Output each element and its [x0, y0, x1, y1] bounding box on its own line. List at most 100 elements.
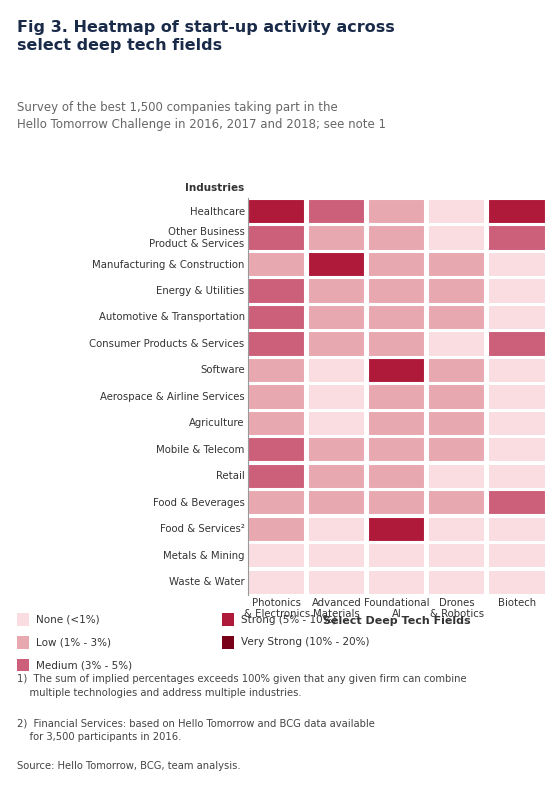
- Text: Waste & Water: Waste & Water: [169, 578, 245, 587]
- Text: Photonics
& Electronics: Photonics & Electronics: [244, 598, 310, 620]
- Text: Consumer Products & Services: Consumer Products & Services: [89, 339, 245, 349]
- Text: Industries: Industries: [185, 182, 245, 193]
- FancyBboxPatch shape: [428, 490, 486, 515]
- FancyBboxPatch shape: [488, 252, 546, 277]
- FancyBboxPatch shape: [248, 569, 305, 595]
- FancyBboxPatch shape: [308, 358, 365, 383]
- FancyBboxPatch shape: [308, 437, 365, 463]
- Text: Strong (5% - 10%): Strong (5% - 10%): [241, 615, 336, 625]
- FancyBboxPatch shape: [488, 331, 546, 356]
- FancyBboxPatch shape: [488, 437, 546, 463]
- FancyBboxPatch shape: [428, 384, 486, 410]
- FancyBboxPatch shape: [248, 358, 305, 383]
- Text: Energy & Utilities: Energy & Utilities: [157, 286, 245, 296]
- FancyBboxPatch shape: [368, 437, 426, 463]
- Text: Other Business
Product & Services: Other Business Product & Services: [149, 228, 245, 249]
- Text: Software: Software: [200, 365, 245, 375]
- FancyBboxPatch shape: [428, 544, 486, 569]
- Text: Select Deep Tech Fields: Select Deep Tech Fields: [323, 616, 471, 626]
- Text: None (<1%): None (<1%): [36, 615, 99, 625]
- FancyBboxPatch shape: [308, 279, 365, 304]
- FancyBboxPatch shape: [428, 252, 486, 277]
- FancyBboxPatch shape: [428, 463, 486, 489]
- Text: Aerospace & Airline Services: Aerospace & Airline Services: [100, 392, 245, 402]
- FancyBboxPatch shape: [368, 517, 426, 542]
- FancyBboxPatch shape: [488, 569, 546, 595]
- FancyBboxPatch shape: [368, 305, 426, 330]
- FancyBboxPatch shape: [488, 279, 546, 304]
- Text: Low (1% - 3%): Low (1% - 3%): [36, 637, 110, 647]
- FancyBboxPatch shape: [248, 331, 305, 356]
- Text: Automotive & Transportation: Automotive & Transportation: [99, 313, 245, 322]
- FancyBboxPatch shape: [428, 279, 486, 304]
- Text: 1)  The sum of implied percentages exceeds 100% given that any given firm can co: 1) The sum of implied percentages exceed…: [17, 674, 466, 697]
- FancyBboxPatch shape: [368, 384, 426, 410]
- FancyBboxPatch shape: [308, 384, 365, 410]
- FancyBboxPatch shape: [488, 463, 546, 489]
- FancyBboxPatch shape: [428, 569, 486, 595]
- Text: Drones
& Robotics: Drones & Robotics: [430, 598, 484, 620]
- FancyBboxPatch shape: [488, 199, 546, 224]
- Text: Survey of the best 1,500 companies taking part in the
Hello Tomorrow Challenge i: Survey of the best 1,500 companies takin…: [17, 101, 386, 131]
- Text: Food & Services²: Food & Services²: [160, 524, 245, 535]
- FancyBboxPatch shape: [308, 569, 365, 595]
- FancyBboxPatch shape: [488, 384, 546, 410]
- FancyBboxPatch shape: [308, 199, 365, 224]
- Text: Food & Beverages: Food & Beverages: [153, 498, 245, 508]
- FancyBboxPatch shape: [368, 225, 426, 250]
- Text: Fig 3. Heatmap of start-up activity across
select deep tech fields: Fig 3. Heatmap of start-up activity acro…: [17, 20, 395, 53]
- FancyBboxPatch shape: [428, 358, 486, 383]
- FancyBboxPatch shape: [428, 225, 486, 250]
- FancyBboxPatch shape: [368, 411, 426, 436]
- Text: Very Strong (10% - 20%): Very Strong (10% - 20%): [241, 637, 370, 647]
- FancyBboxPatch shape: [368, 490, 426, 515]
- Text: Agriculture: Agriculture: [189, 419, 245, 428]
- FancyBboxPatch shape: [248, 490, 305, 515]
- FancyBboxPatch shape: [248, 279, 305, 304]
- Text: Advanced
Materials: Advanced Materials: [312, 598, 362, 620]
- FancyBboxPatch shape: [368, 463, 426, 489]
- Text: Biotech: Biotech: [498, 598, 536, 608]
- FancyBboxPatch shape: [368, 331, 426, 356]
- FancyBboxPatch shape: [428, 331, 486, 356]
- FancyBboxPatch shape: [488, 411, 546, 436]
- FancyBboxPatch shape: [248, 544, 305, 569]
- FancyBboxPatch shape: [248, 384, 305, 410]
- FancyBboxPatch shape: [488, 305, 546, 330]
- FancyBboxPatch shape: [488, 225, 546, 250]
- FancyBboxPatch shape: [248, 411, 305, 436]
- FancyBboxPatch shape: [428, 437, 486, 463]
- FancyBboxPatch shape: [368, 199, 426, 224]
- FancyBboxPatch shape: [248, 463, 305, 489]
- FancyBboxPatch shape: [308, 544, 365, 569]
- FancyBboxPatch shape: [368, 252, 426, 277]
- FancyBboxPatch shape: [308, 305, 365, 330]
- FancyBboxPatch shape: [248, 225, 305, 250]
- Text: Metals & Mining: Metals & Mining: [163, 551, 245, 561]
- FancyBboxPatch shape: [368, 279, 426, 304]
- FancyBboxPatch shape: [428, 305, 486, 330]
- Text: Source: Hello Tomorrow, BCG, team analysis.: Source: Hello Tomorrow, BCG, team analys…: [17, 761, 240, 771]
- FancyBboxPatch shape: [428, 199, 486, 224]
- FancyBboxPatch shape: [428, 411, 486, 436]
- FancyBboxPatch shape: [308, 252, 365, 277]
- Text: Foundational
AI: Foundational AI: [364, 598, 430, 620]
- FancyBboxPatch shape: [248, 305, 305, 330]
- Text: Medium (3% - 5%): Medium (3% - 5%): [36, 660, 132, 670]
- FancyBboxPatch shape: [488, 517, 546, 542]
- FancyBboxPatch shape: [308, 331, 365, 356]
- FancyBboxPatch shape: [248, 199, 305, 224]
- FancyBboxPatch shape: [248, 517, 305, 542]
- FancyBboxPatch shape: [308, 490, 365, 515]
- FancyBboxPatch shape: [368, 358, 426, 383]
- Text: Retail: Retail: [216, 471, 245, 481]
- Text: Healthcare: Healthcare: [190, 207, 245, 216]
- Text: 2)  Financial Services: based on Hello Tomorrow and BCG data available
    for 3: 2) Financial Services: based on Hello To…: [17, 718, 375, 742]
- FancyBboxPatch shape: [488, 490, 546, 515]
- FancyBboxPatch shape: [488, 544, 546, 569]
- FancyBboxPatch shape: [368, 544, 426, 569]
- FancyBboxPatch shape: [308, 411, 365, 436]
- FancyBboxPatch shape: [308, 463, 365, 489]
- Text: Manufacturing & Construction: Manufacturing & Construction: [92, 259, 245, 270]
- Text: Mobile & Telecom: Mobile & Telecom: [157, 445, 245, 455]
